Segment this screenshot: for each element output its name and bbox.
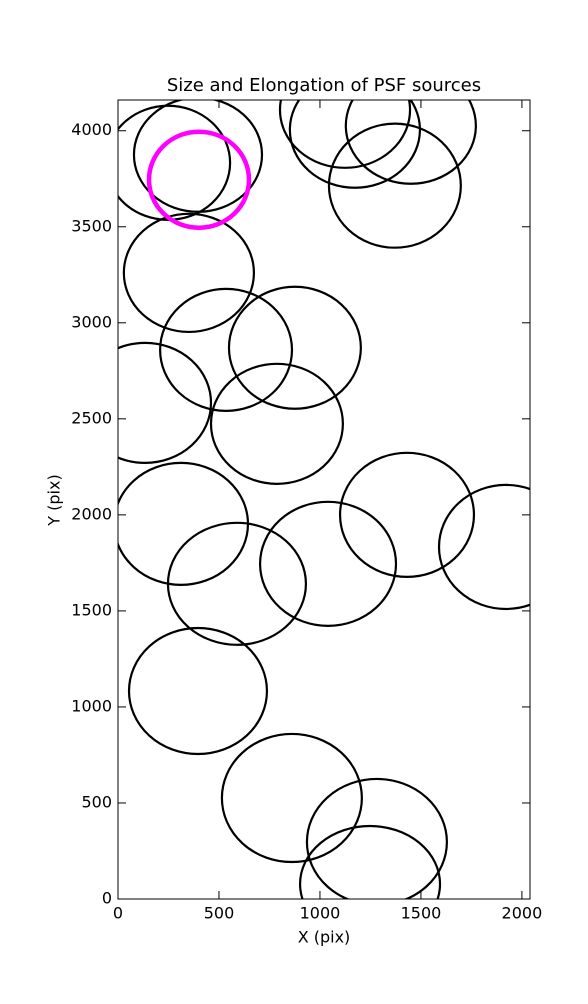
psf-ellipse — [122, 212, 256, 334]
psf-ellipse — [146, 129, 252, 230]
psf-ellipse — [338, 451, 476, 579]
psf-ellipse — [166, 521, 308, 646]
psf-ellipse — [220, 732, 363, 864]
x-tick-label: 500 — [204, 904, 235, 923]
psf-ellipse — [344, 100, 477, 185]
psf-ellipse — [118, 341, 213, 464]
psf-ellipse — [258, 500, 398, 627]
x-tick-label: 1500 — [401, 904, 442, 923]
psf-ellipse — [227, 285, 362, 410]
y-axis-label: Y (pix) — [45, 474, 64, 526]
psf-ellipse — [278, 100, 412, 169]
y-tick-label: 4000 — [71, 120, 112, 139]
y-tick-label: 1500 — [71, 600, 112, 619]
x-axis-label: X (pix) — [298, 928, 351, 947]
x-tick-label: 1000 — [300, 904, 341, 923]
x-tick-label: 2000 — [502, 904, 543, 923]
y-tick-label: 3000 — [71, 312, 112, 331]
psf-ellipse — [127, 626, 269, 756]
psf-ellipse — [298, 824, 442, 899]
chart-title: Size and Elongation of PSF sources — [167, 75, 481, 96]
x-tick-label: 0 — [113, 904, 123, 923]
psf-ellipse — [437, 483, 530, 611]
psf-ellipse — [159, 287, 294, 412]
y-tick-label: 500 — [81, 792, 112, 811]
y-tick-label: 2000 — [71, 504, 112, 523]
y-tick-label: 1000 — [71, 696, 112, 715]
y-tick-label: 2500 — [71, 408, 112, 427]
psf-ellipse — [327, 122, 462, 249]
psf-ellipse — [305, 777, 448, 899]
y-tick-label: 0 — [102, 889, 112, 908]
plot-frame — [117, 99, 531, 900]
psf-ellipse — [132, 100, 264, 213]
plot-area — [118, 100, 530, 899]
y-tick-label: 3500 — [71, 216, 112, 235]
psf-ellipse — [209, 362, 344, 485]
psf-ellipse — [288, 100, 422, 189]
